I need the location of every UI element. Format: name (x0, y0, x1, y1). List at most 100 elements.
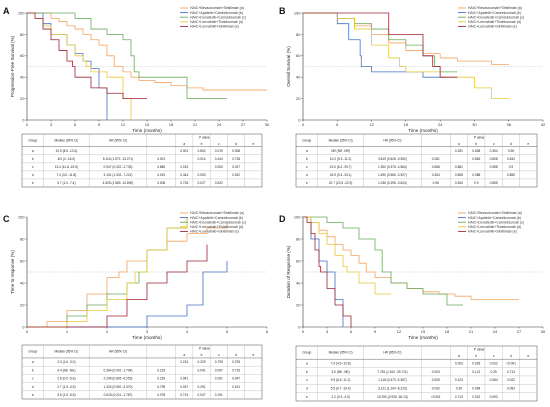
x-tick-label: 3 (146, 329, 149, 334)
legend-entry-b: HAIC+Apatinib+Camrelizumab (b) (190, 11, 243, 15)
x-tick-label: 3 (326, 329, 329, 334)
table-cell: 0.191 (232, 385, 240, 389)
table-cell: 2.7 (1.9 -3.5) (57, 385, 75, 389)
table-cell: 0.713 (455, 395, 463, 399)
table-cell: 0.615 (0.211 -1.787) (104, 393, 133, 397)
x-tick-label: 18 (445, 329, 450, 334)
table-cell: 0.29 (456, 387, 462, 391)
table-cell: a (306, 149, 308, 153)
table-cell: 0.027 (232, 165, 240, 169)
table-cell: 9.9 (8.6 -11.2) (331, 378, 351, 382)
table-cell: 7.9 (4.9 -10.8) (331, 361, 351, 365)
table-header-col-c: c (493, 142, 495, 146)
table-cell: 0.634 (507, 157, 515, 161)
y-tick-label: 60 (296, 53, 301, 58)
table-cell: e (306, 181, 308, 185)
series-line-a (27, 12, 267, 91)
table-cell: 0.522 (232, 173, 240, 177)
x-tick-label: 30 (265, 122, 270, 127)
table-header-col-b: b (475, 354, 477, 358)
y-tick-label: 40 (20, 280, 25, 285)
table-cell: 0.444 (215, 157, 223, 161)
table-cell: 0.804 (198, 149, 206, 153)
table-cell: 0.084 (490, 378, 498, 382)
legend-entry-a: HAIC+Bevacizumab+Sintilimab (a) (190, 6, 244, 10)
panel-a: A 0 20 40 60 80 100 0 3 6 9 12 15 18 21 24 27 30 Time (mon… (3, 6, 270, 188)
table-cell: 0.037 (180, 385, 188, 389)
x-tick-label: 18 (404, 122, 409, 127)
table-cell: 0.29 (491, 370, 497, 374)
table-cell: 0.014 (198, 157, 206, 161)
table-cell: 0.032 (432, 387, 440, 391)
table-header-col-b: b (201, 142, 203, 146)
table-cell: 0.378 (157, 393, 165, 397)
legend-entry-a: HAIC+Bevacizumab+Sintilimab (a) (190, 211, 244, 215)
table-cell: 0.001 (180, 149, 188, 153)
y-tick-label: 100 (294, 10, 301, 15)
x-tick-label: 0 (26, 329, 29, 334)
table-cell: 0.008 (232, 149, 240, 153)
series-line-e (27, 12, 147, 99)
table-cell: 0.715 (180, 393, 188, 397)
legend-entry-b: HAIC+Apatinib+Camrelizumab (b) (468, 11, 521, 15)
table-cell: 3.619 (0.528 -9.962) (378, 157, 407, 161)
y-tick-label: 20 (296, 302, 301, 307)
x-tick-label: 30 (472, 122, 477, 127)
table-header-col-d: d (510, 142, 512, 146)
y-tick-label: 100 (18, 214, 25, 219)
series-line-c (27, 12, 227, 99)
y-tick-label: 80 (20, 236, 25, 241)
table-cell: 0.041 (198, 368, 206, 372)
table-border (295, 345, 538, 402)
table-cell: 0.032 (490, 361, 498, 365)
y-tick-label: 0 (22, 324, 25, 329)
table-cell: 0.229 (198, 360, 206, 364)
legend-entry-c: HAIC+Donafenib+Camrelizumab (c) (190, 15, 246, 19)
series-line-e (27, 244, 208, 328)
table-cell: 0.96 (508, 149, 514, 153)
table-cell: 0.093 (490, 395, 498, 399)
table-cell: 7.4 (3.0 -11.8) (57, 173, 77, 177)
table-cell: 0.019 (215, 149, 223, 153)
table-cell: d (32, 385, 34, 389)
table-cell: 0.041 (180, 377, 188, 381)
table-header-col-c: c (218, 142, 220, 146)
panel-letter: A (3, 6, 10, 16)
legend-entry-e: HAIC+Lenvatinib+Sintilimab (e) (190, 230, 239, 234)
legend-entry-e: HAIC+Lenvatinib+Sintilimab (e) (468, 230, 517, 234)
table-cell: 1.118 (0.373 -3.357) (378, 378, 407, 382)
table-cell: 0.022 (472, 395, 480, 399)
table-header-pvalue: P value (474, 348, 485, 352)
series-line-d (27, 217, 188, 328)
table-cell: e (32, 181, 34, 185)
table-cell: 10.2 (9.3 -11.2) (330, 157, 352, 161)
panel-c: C 0 20 40 60 80 100 0 1 2 3 4 5 6 Time (months) Time to… (3, 211, 269, 400)
table-cell: 0.354 (432, 173, 440, 177)
x-tick-label: 12 (369, 122, 374, 127)
x-axis-title: Time (months) (408, 128, 438, 133)
legend-entry-d: HAIC+Lenvatinib+Tislelizumab (d) (190, 225, 243, 229)
legend-entry-d: HAIC+Lenvatinib+Tislelizumab (d) (190, 20, 243, 24)
table-header-col-c: c (218, 353, 220, 357)
y-tick-label: 0 (22, 117, 25, 122)
y-tick-label: 80 (20, 32, 25, 37)
table-header-col-d: d (510, 354, 512, 358)
table-header-pvalue: P value (199, 135, 210, 139)
series-line-a (27, 222, 228, 328)
table-header-col-e: e (527, 354, 529, 358)
series-line-d (303, 216, 391, 295)
table-cell: b (306, 157, 308, 161)
table-cell: 2.249 (0.805 -6.253) (104, 377, 133, 381)
table-header-group: Group (302, 351, 311, 355)
table-cell: 0.728 (180, 181, 188, 185)
table-header-hr: HR (95% CI) (383, 138, 401, 142)
y-axis-title: Time to response (%) (10, 250, 15, 294)
series-line-d (303, 12, 509, 99)
y-axis-title: Duration of Response (%) (286, 245, 291, 298)
table-cell: 0.634 (455, 181, 463, 185)
x-tick-label: 42 (541, 122, 546, 127)
table-cell: 0.047 (198, 393, 206, 397)
table-cell: 0.123 (455, 378, 463, 382)
